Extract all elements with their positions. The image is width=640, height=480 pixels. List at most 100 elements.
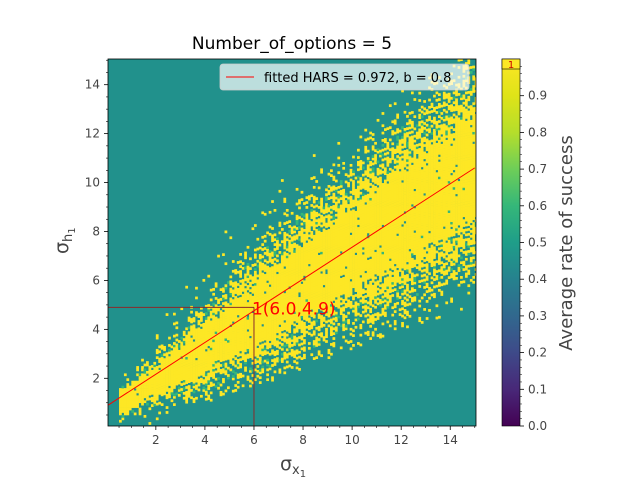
heatmap-cell	[280, 328, 284, 332]
heatmap-cell	[320, 168, 323, 172]
heatmap-cell	[391, 176, 395, 180]
heatmap-cell	[393, 209, 397, 213]
heatmap-cell	[133, 405, 137, 408]
heatmap-cell	[239, 292, 242, 295]
heatmap-cell	[349, 168, 353, 172]
heatmap-cell	[347, 223, 350, 227]
heatmap-cell	[241, 318, 245, 322]
heatmap-cell	[239, 345, 242, 349]
heatmap-cell	[209, 381, 213, 385]
heatmap-cell	[288, 256, 292, 260]
heatmap-cell	[155, 336, 159, 340]
heatmap-cell	[258, 337, 262, 340]
heatmap-cell	[384, 201, 387, 205]
heatmap-cell	[357, 207, 360, 211]
heatmap-cell	[357, 271, 360, 274]
heatmap-cell	[263, 315, 267, 319]
heatmap-cell	[339, 192, 343, 196]
heatmap-cell	[295, 305, 299, 309]
heatmap-cell	[398, 144, 402, 148]
heatmap-cell	[371, 304, 375, 308]
heatmap-cell	[234, 310, 238, 314]
heatmap-cell	[413, 249, 417, 253]
heatmap-cell	[332, 285, 336, 289]
heatmap-cell	[347, 253, 350, 256]
heatmap-cell	[273, 262, 277, 266]
heatmap-cell	[290, 226, 294, 230]
heatmap-cell	[332, 271, 336, 274]
heatmap-cell	[357, 156, 360, 159]
heatmap-cell	[327, 292, 331, 296]
heatmap-cell	[224, 333, 228, 337]
heatmap-cell	[312, 225, 316, 228]
heatmap-cell	[357, 268, 360, 272]
heatmap-cell	[366, 230, 370, 234]
heatmap-cell	[305, 218, 309, 222]
heatmap-cell	[391, 169, 395, 173]
heatmap-cell	[401, 290, 404, 293]
heatmap-cell	[271, 322, 274, 326]
heatmap-cell	[180, 388, 184, 391]
heatmap-cell	[384, 221, 387, 224]
heatmap-cell	[337, 242, 341, 246]
heatmap-cell	[224, 294, 228, 297]
heatmap-cell	[408, 150, 412, 154]
heatmap-cell	[410, 208, 414, 212]
heatmap-cell	[195, 330, 198, 334]
heatmap-cell	[332, 283, 336, 287]
heatmap-cell	[384, 194, 387, 198]
heatmap-cell	[229, 290, 233, 293]
heatmap-cell	[251, 347, 255, 350]
heatmap-cell	[182, 340, 186, 344]
heatmap-cell	[388, 290, 392, 293]
heatmap-cell	[231, 348, 235, 351]
heatmap-cell	[256, 259, 260, 263]
heatmap-cell	[253, 317, 257, 320]
heatmap-cell	[352, 309, 355, 313]
heatmap-cell	[239, 289, 242, 293]
heatmap-cell	[185, 361, 189, 365]
heatmap-cell	[295, 295, 299, 299]
heatmap-cell	[347, 289, 350, 293]
heatmap-cell	[217, 362, 220, 366]
heatmap-cell	[305, 250, 309, 253]
heatmap-cell	[334, 292, 338, 295]
heatmap-cell	[253, 270, 257, 274]
heatmap-cell	[256, 360, 260, 363]
heatmap-cell	[327, 351, 331, 355]
heatmap-cell	[153, 379, 157, 382]
heatmap-cell	[374, 286, 377, 290]
heatmap-cell	[396, 177, 400, 180]
heatmap-cell	[366, 137, 370, 141]
heatmap-cell	[310, 270, 314, 273]
heatmap-cell	[349, 227, 353, 231]
heatmap-cell	[123, 400, 127, 404]
heatmap-cell	[256, 316, 260, 319]
heatmap-cell	[403, 277, 407, 280]
heatmap-cell	[359, 333, 363, 337]
heatmap-cell	[384, 196, 387, 200]
heatmap-cell	[251, 317, 255, 321]
heatmap-cell	[386, 156, 390, 160]
heatmap-cell	[305, 228, 309, 231]
heatmap-cell	[317, 281, 321, 285]
heatmap-cell	[217, 333, 220, 336]
heatmap-cell	[369, 337, 373, 340]
heatmap-cell	[251, 349, 255, 353]
heatmap-cell	[192, 373, 196, 377]
heatmap-cell	[266, 275, 269, 279]
heatmap-cell	[263, 313, 267, 316]
heatmap-cell	[315, 309, 319, 313]
heatmap-cell	[420, 321, 424, 324]
heatmap-cell	[344, 254, 348, 257]
heatmap-cell	[200, 348, 203, 352]
heatmap-cell	[192, 397, 196, 401]
heatmap-cell	[386, 242, 390, 246]
heatmap-cell	[332, 251, 336, 255]
heatmap-cell	[236, 327, 240, 330]
heatmap-cell	[418, 209, 422, 212]
heatmap-cell	[325, 332, 328, 336]
heatmap-cell	[357, 280, 360, 284]
heatmap-cell	[290, 265, 294, 269]
heatmap-cell	[173, 349, 176, 353]
